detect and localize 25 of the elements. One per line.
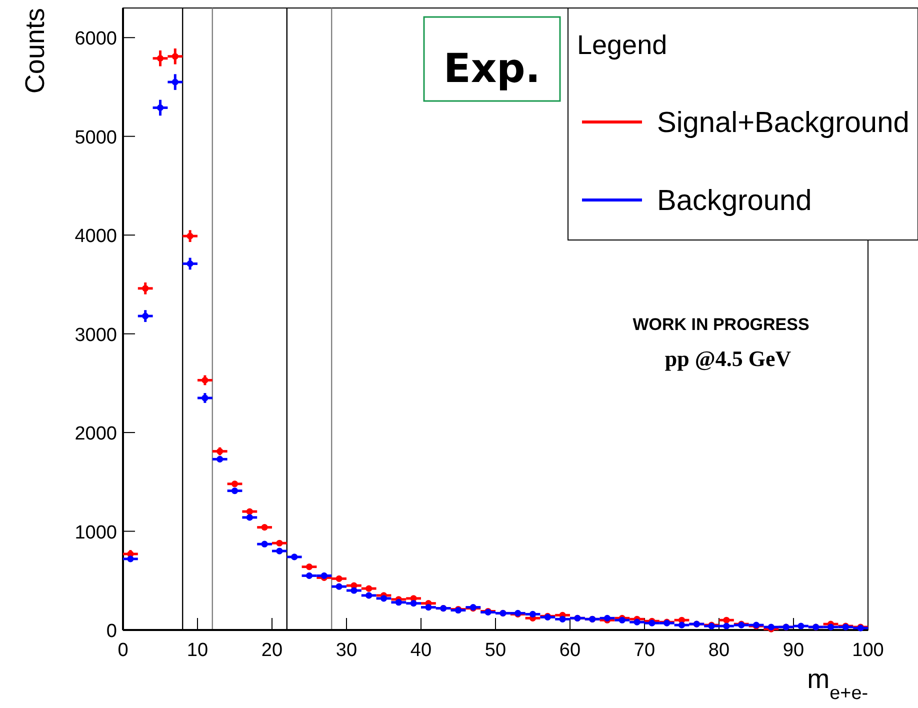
y-tick-label: 6000: [74, 28, 117, 50]
x-tick-label: 100: [852, 640, 884, 661]
x-axis-title: m$_{e+e-}$: [807, 664, 868, 704]
y-tick-label: 4000: [74, 226, 117, 248]
annotation: WORK IN PROGRESS: [632, 315, 810, 334]
legend-title: Legend: [577, 30, 668, 60]
y-tick-label: 2000: [74, 424, 117, 445]
legend-label: Background: [657, 185, 812, 217]
x-tick-label: 90: [782, 640, 804, 661]
y-tick-label: 3000: [74, 324, 117, 346]
y-axis-title: Counts: [20, 8, 50, 94]
x-tick-label: 60: [559, 640, 581, 661]
annotation: pp @4.5 GeV: [664, 346, 792, 371]
x-tick-label: 50: [484, 640, 506, 661]
x-tick-label: 40: [410, 640, 432, 661]
y-tick-label: 5000: [74, 127, 117, 148]
x-tick-label: 80: [708, 640, 730, 661]
legend-label: Signal+Background: [657, 107, 910, 139]
x-tick-label: 20: [261, 640, 283, 661]
x-tick-label: 10: [186, 640, 208, 661]
annotation: Exp.: [444, 46, 540, 92]
y-tick-label: 1000: [74, 522, 117, 544]
x-tick-label: 30: [336, 640, 358, 661]
x-tick-label: 70: [634, 640, 656, 661]
y-tick-label: 0: [106, 621, 117, 642]
